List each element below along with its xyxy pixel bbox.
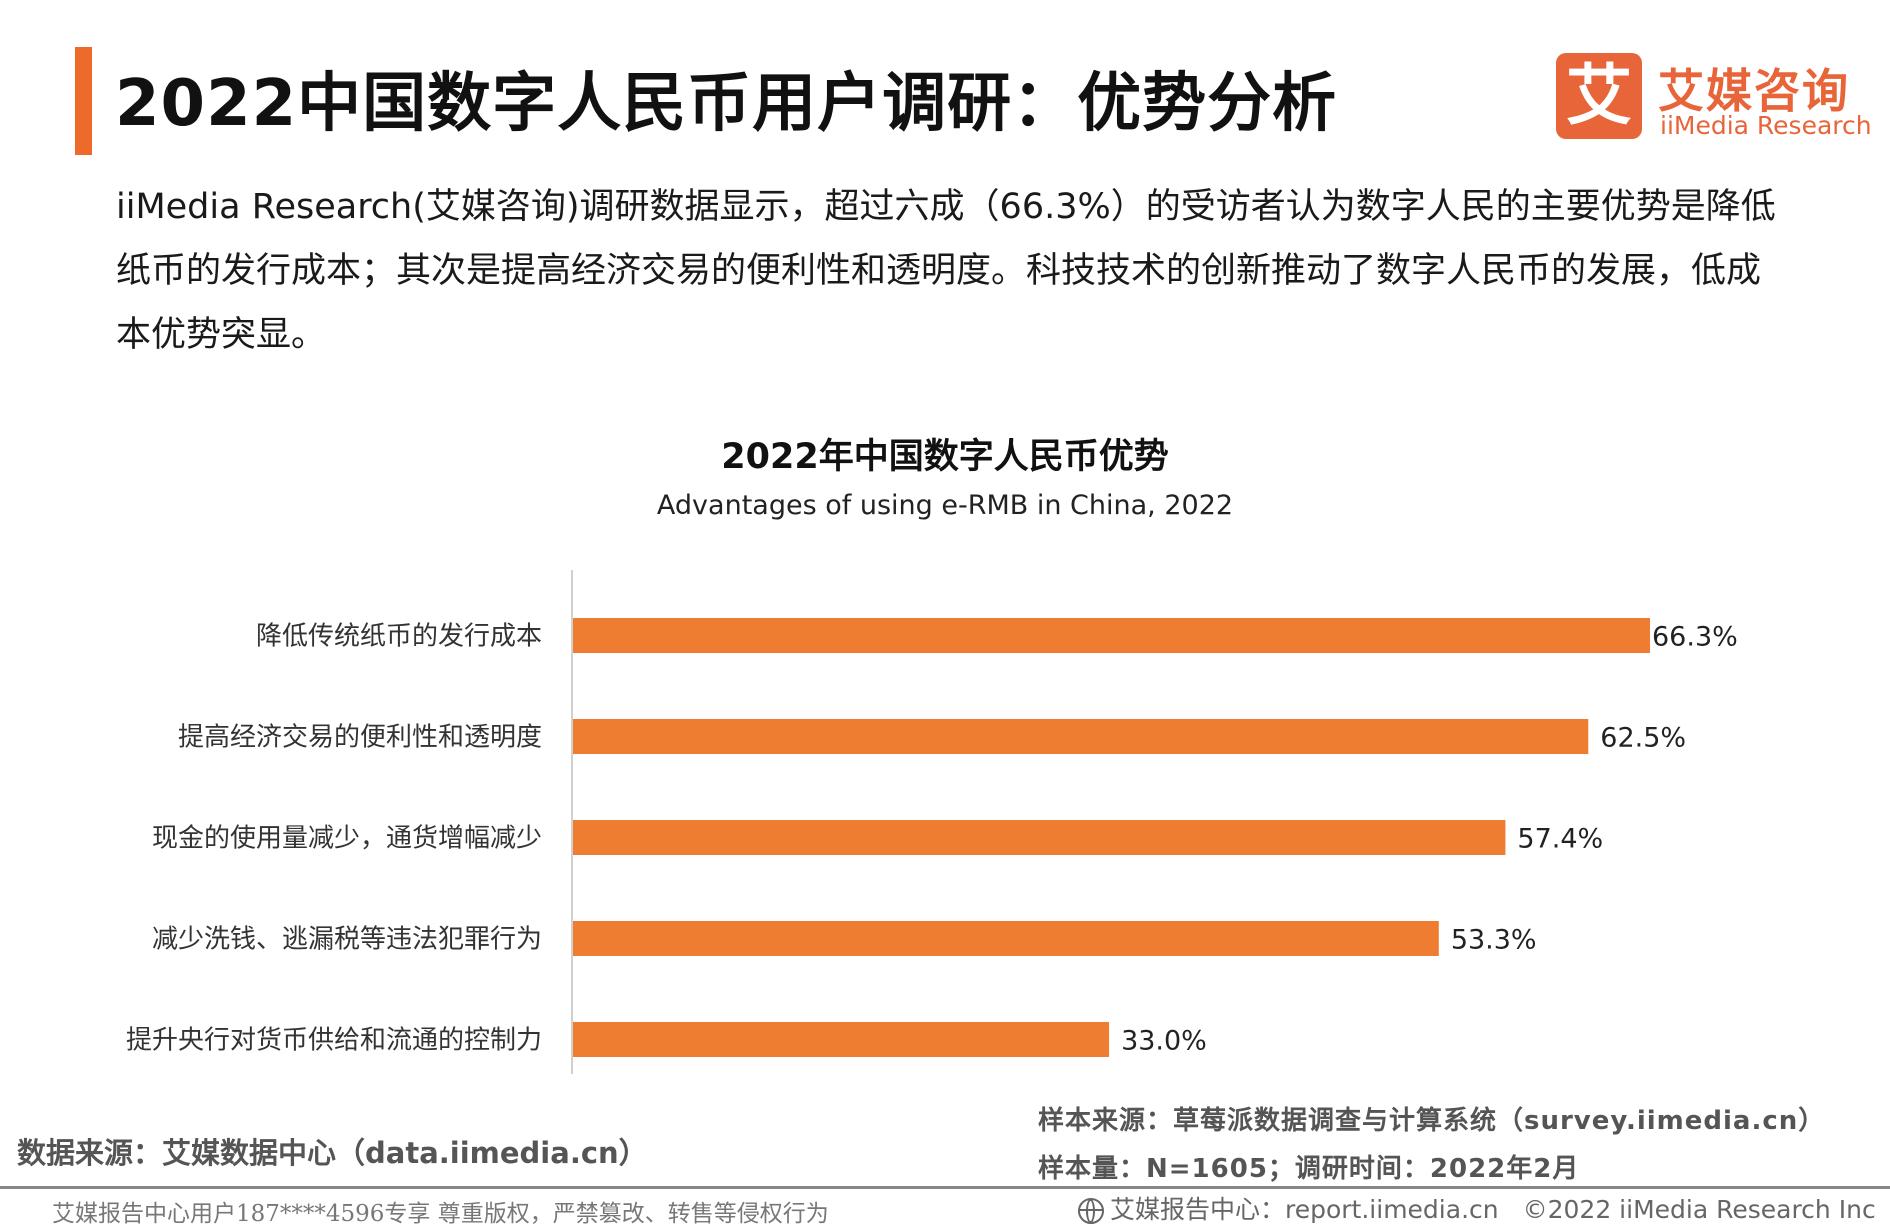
- data-label: 53.3%: [1451, 925, 1537, 956]
- page-title: 2022中国数字人民币用户调研：优势分析: [115, 67, 1338, 141]
- bar: [573, 1022, 1110, 1057]
- bar: [573, 719, 1589, 754]
- bar-chart: 降低传统纸币的发行成本 66.3% 提高经济交易的便利性和透明度 62.5% 现金的使用…: [126, 570, 1738, 1074]
- iimedia-logo: 艾 艾媒咨询 iiMedia Research: [1556, 53, 1872, 141]
- sample-size: 样本量：N=1605；调研时间：2022年2月: [1038, 1154, 1580, 1184]
- footer-report-center: 艾媒报告中心：report.iimedia.cn ©2022 iiMedia Re…: [1078, 1190, 1876, 1226]
- category-label: 提高经济交易的便利性和透明度: [178, 723, 542, 753]
- globe-icon: [1078, 1198, 1104, 1224]
- footer-watermark: 艾媒报告中心用户187****4596专享 尊重版权，严禁篡改、转售等侵权行为: [52, 1201, 829, 1227]
- data-source: 数据来源：艾媒数据中心（data.iimedia.cn）: [17, 1136, 648, 1170]
- logo-mark: 艾: [1556, 53, 1642, 139]
- data-label: 33.0%: [1121, 1026, 1207, 1057]
- description-paragraph: iiMedia Research(艾媒咨询)调研数据显示，超过六成（66.3%）…: [116, 187, 1776, 355]
- data-label: 66.3%: [1652, 622, 1738, 653]
- chart-subtitle: Advantages of using e-RMB in China, 2022: [656, 490, 1234, 521]
- category-label: 减少洗钱、逃漏税等违法犯罪行为: [152, 925, 542, 955]
- category-label: 现金的使用量减少，通货增幅减少: [152, 824, 542, 854]
- logo-cn-text: 艾媒咨询: [1658, 64, 1850, 118]
- title-accent-bar: [75, 47, 92, 155]
- chart-title: 2022年中国数字人民币优势: [721, 437, 1169, 477]
- category-label: 降低传统纸币的发行成本: [256, 622, 542, 652]
- copyright: ©2022 iiMedia Research Inc: [1522, 1195, 1876, 1224]
- footer-divider: [0, 1186, 1890, 1189]
- bar: [573, 820, 1506, 855]
- sample-source: 样本来源：草莓派数据调查与计算系统（survey.iimedia.cn）: [1038, 1106, 1826, 1136]
- data-label: 57.4%: [1517, 824, 1603, 855]
- logo-en-text: iiMedia Research: [1660, 111, 1872, 140]
- report-center-link[interactable]: 艾媒报告中心：report.iimedia.cn: [1110, 1195, 1499, 1224]
- bar: [573, 921, 1439, 956]
- data-label: 62.5%: [1600, 723, 1686, 754]
- category-label: 提升央行对货币供给和流通的控制力: [126, 1026, 542, 1056]
- bar: [573, 618, 1650, 653]
